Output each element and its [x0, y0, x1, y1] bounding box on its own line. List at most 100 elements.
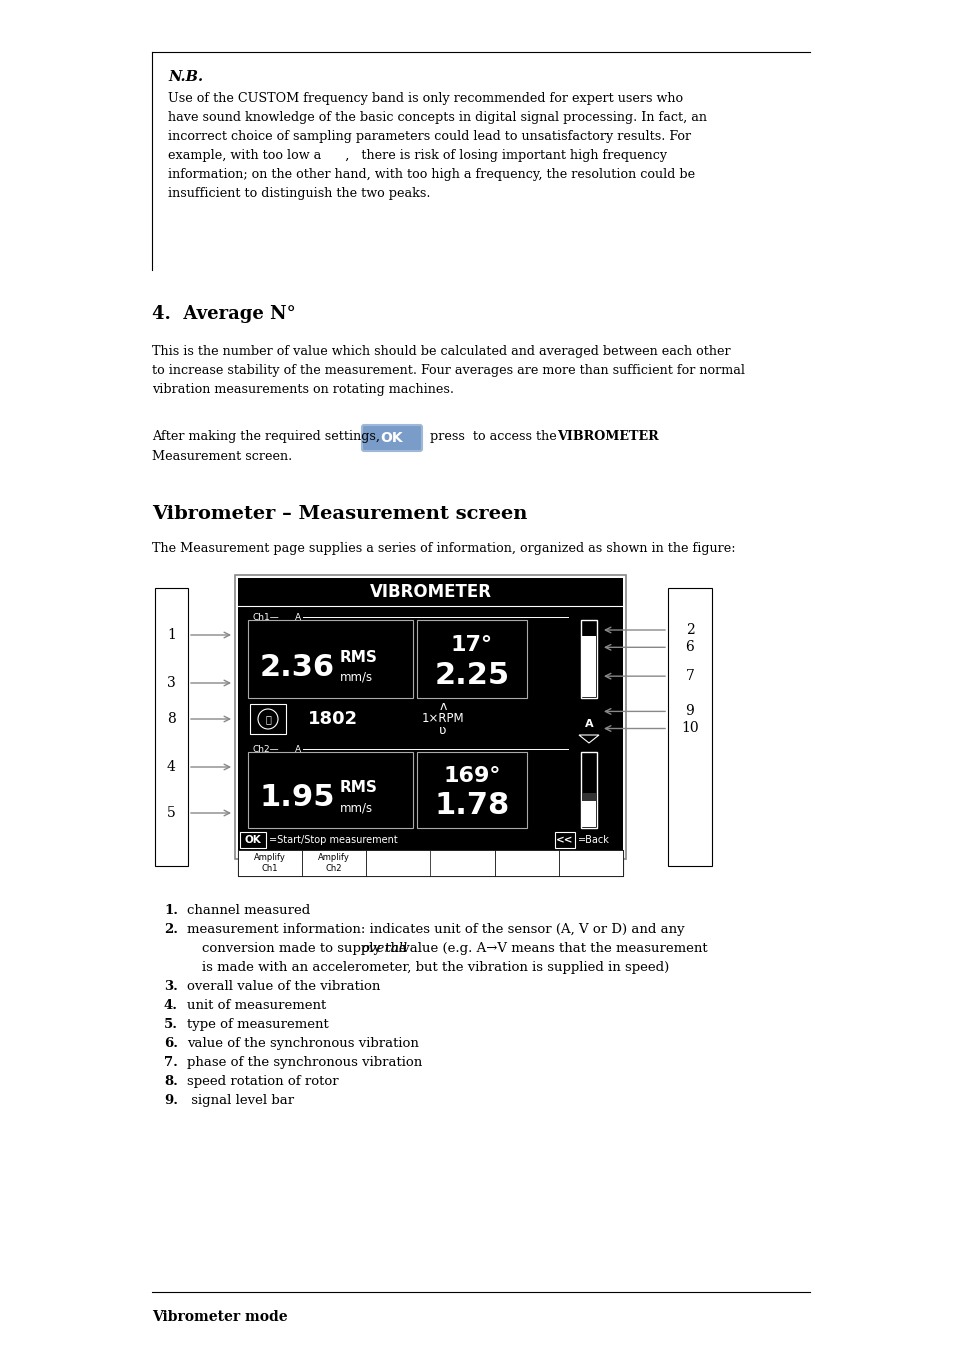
- Bar: [581, 792, 596, 801]
- Text: 4.: 4.: [164, 999, 178, 1012]
- Text: 17°: 17°: [451, 634, 493, 655]
- Text: Amplify
Ch2: Amplify Ch2: [318, 853, 350, 872]
- Bar: [366, 850, 430, 876]
- Bar: [495, 850, 558, 876]
- Text: 2: 2: [685, 622, 694, 637]
- Text: =Start/Stop measurement: =Start/Stop measurement: [269, 836, 397, 845]
- Text: VIBROMETER: VIBROMETER: [369, 583, 491, 601]
- Text: Measurement screen.: Measurement screen.: [152, 450, 292, 463]
- Text: have sound knowledge of the basic concepts in digital signal processing. In fact: have sound knowledge of the basic concep…: [168, 111, 706, 124]
- Bar: [237, 578, 622, 830]
- Text: 8: 8: [167, 711, 175, 726]
- Text: is made with an accelerometer, but the vibration is supplied in speed): is made with an accelerometer, but the v…: [202, 961, 669, 973]
- Text: The Measurement page supplies a series of information, organized as shown in the: The Measurement page supplies a series o…: [152, 541, 735, 555]
- Bar: [667, 589, 711, 865]
- Text: type of measurement: type of measurement: [187, 1018, 329, 1031]
- Bar: [302, 850, 366, 876]
- Text: 6: 6: [685, 640, 694, 655]
- Text: information; on the other hand, with too high a frequency, the resolution could : information; on the other hand, with too…: [168, 167, 695, 181]
- Bar: [580, 620, 597, 698]
- Text: 9.: 9.: [164, 1094, 178, 1107]
- Text: 10: 10: [680, 721, 699, 736]
- Text: 2.: 2.: [164, 923, 178, 936]
- Text: press  to access the: press to access the: [430, 431, 560, 443]
- Text: mm/s: mm/s: [339, 671, 373, 683]
- Text: <<: <<: [556, 836, 573, 845]
- Text: N.B.: N.B.: [168, 70, 203, 84]
- Bar: [430, 850, 495, 876]
- Text: example, with too low a      ,   there is risk of losing important high frequenc: example, with too low a , there is risk …: [168, 148, 666, 162]
- Bar: [416, 752, 526, 828]
- Text: 169°: 169°: [443, 765, 500, 786]
- Text: =Back: =Back: [578, 836, 609, 845]
- Text: 1: 1: [167, 628, 175, 643]
- Text: 9: 9: [685, 705, 694, 718]
- Text: to increase stability of the measurement. Four averages are more than sufficient: to increase stability of the measurement…: [152, 364, 744, 377]
- Text: This is the number of value which should be calculated and averaged between each: This is the number of value which should…: [152, 346, 730, 358]
- Text: Ch1—: Ch1—: [253, 613, 279, 621]
- Bar: [237, 850, 302, 876]
- Text: value (e.g. A→V means that the measurement: value (e.g. A→V means that the measureme…: [397, 942, 707, 954]
- Text: 2.25: 2.25: [434, 660, 509, 690]
- Text: 7: 7: [685, 670, 694, 683]
- Text: 1×RPM: 1×RPM: [421, 713, 464, 725]
- Bar: [416, 620, 526, 698]
- Text: unit of measurement: unit of measurement: [187, 999, 326, 1012]
- FancyBboxPatch shape: [361, 425, 421, 451]
- Text: channel measured: channel measured: [187, 904, 310, 917]
- Bar: [237, 850, 622, 876]
- Text: incorrect choice of sampling parameters could lead to unsatisfactory results. Fo: incorrect choice of sampling parameters …: [168, 130, 690, 143]
- Bar: [250, 703, 286, 734]
- Bar: [580, 752, 597, 828]
- Text: 6.: 6.: [164, 1037, 178, 1050]
- Text: conversion made to supply the: conversion made to supply the: [202, 942, 411, 954]
- Text: RMS: RMS: [339, 649, 377, 664]
- Text: OK: OK: [244, 836, 261, 845]
- Text: 1.78: 1.78: [434, 791, 509, 821]
- Text: RMS: RMS: [339, 780, 377, 795]
- Text: Vibrometer mode: Vibrometer mode: [152, 1310, 287, 1324]
- Text: ʋ: ʋ: [438, 725, 446, 737]
- Text: After making the required settings,: After making the required settings,: [152, 431, 379, 443]
- Bar: [237, 830, 622, 850]
- Text: Amplify
Ch1: Amplify Ch1: [253, 853, 286, 872]
- Text: A: A: [584, 720, 593, 729]
- Text: 3: 3: [167, 676, 175, 690]
- Text: measurement information: indicates unit of the sensor (A, V or D) and any: measurement information: indicates unit …: [187, 923, 684, 936]
- Text: VIBROMETER: VIBROMETER: [557, 431, 659, 443]
- Bar: [555, 832, 575, 848]
- Bar: [154, 589, 188, 865]
- Bar: [248, 620, 413, 698]
- Text: Use of the CUSTOM frequency band is only recommended for expert users who: Use of the CUSTOM frequency band is only…: [168, 92, 682, 105]
- Bar: [234, 575, 625, 859]
- Text: 2.36: 2.36: [260, 652, 335, 682]
- Text: 1802: 1802: [308, 710, 357, 728]
- Bar: [581, 636, 596, 697]
- Text: insufficient to distinguish the two peaks.: insufficient to distinguish the two peak…: [168, 188, 430, 200]
- Text: overall: overall: [360, 942, 407, 954]
- Text: ⌒: ⌒: [265, 714, 271, 724]
- Bar: [578, 720, 598, 733]
- Text: 1.: 1.: [164, 904, 178, 917]
- Text: OK: OK: [380, 431, 403, 446]
- Text: value of the synchronous vibration: value of the synchronous vibration: [187, 1037, 418, 1050]
- Bar: [240, 832, 266, 848]
- Text: overall value of the vibration: overall value of the vibration: [187, 980, 380, 994]
- Text: phase of the synchronous vibration: phase of the synchronous vibration: [187, 1056, 422, 1069]
- Text: 4.  Average N°: 4. Average N°: [152, 305, 295, 323]
- Text: signal level bar: signal level bar: [187, 1094, 294, 1107]
- Text: 7.: 7.: [164, 1056, 177, 1069]
- Bar: [581, 801, 596, 828]
- Text: Ch2—: Ch2—: [253, 744, 279, 753]
- Polygon shape: [578, 734, 598, 743]
- Text: speed rotation of rotor: speed rotation of rotor: [187, 1075, 338, 1088]
- Text: 5.: 5.: [164, 1018, 178, 1031]
- Text: 4: 4: [167, 760, 175, 774]
- Text: vibration measurements on rotating machines.: vibration measurements on rotating machi…: [152, 383, 454, 396]
- Text: 5: 5: [167, 806, 175, 819]
- Text: 8.: 8.: [164, 1075, 177, 1088]
- Text: 1.95: 1.95: [260, 783, 335, 813]
- Text: A: A: [294, 744, 301, 753]
- Text: Vibrometer – Measurement screen: Vibrometer – Measurement screen: [152, 505, 527, 522]
- Text: mm/s: mm/s: [339, 802, 373, 814]
